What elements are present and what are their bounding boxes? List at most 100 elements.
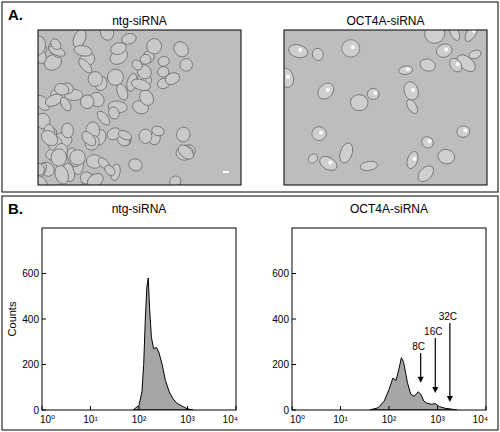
- panel-b-frame: [2, 196, 498, 430]
- cell: [306, 152, 319, 165]
- micrograph-frame: [284, 30, 487, 185]
- x-tick: [437, 406, 438, 410]
- y-tick-label: 600: [22, 268, 39, 279]
- x-tick: [90, 406, 91, 410]
- y-tick: [42, 319, 46, 320]
- cell: [115, 82, 130, 101]
- cell: [287, 42, 309, 59]
- cell: [85, 171, 106, 185]
- image-title: OCT4A-siRNA: [346, 14, 424, 28]
- x-tick-label: 10³: [430, 414, 445, 425]
- y-axis-label: Counts: [6, 301, 18, 336]
- annotation: 8C: [412, 341, 425, 352]
- y-tick-label: 0: [33, 405, 39, 416]
- cell-highlight: [406, 67, 410, 71]
- cell: [139, 129, 152, 144]
- cell: [456, 125, 470, 138]
- cell: [402, 80, 421, 102]
- cell: [176, 127, 191, 143]
- cell-highlight: [444, 48, 448, 52]
- cell: [398, 65, 413, 75]
- panel-label: B.: [8, 200, 23, 217]
- image-title: ntg-siRNA: [112, 14, 167, 28]
- y-tick-label: 0: [283, 405, 289, 416]
- cell: [78, 93, 96, 111]
- x-tick-label: 10⁰: [290, 414, 305, 425]
- cell: [53, 82, 70, 97]
- cell: [168, 174, 182, 185]
- x-tick: [236, 406, 237, 410]
- cell: [360, 160, 379, 172]
- cell: [117, 129, 133, 142]
- cell: [79, 129, 98, 149]
- cell: [49, 37, 63, 52]
- cell: [157, 55, 171, 68]
- plot-area: [370, 358, 457, 410]
- cell: [38, 162, 46, 176]
- cell-highlight: [286, 75, 290, 79]
- scale-bar: [223, 171, 229, 173]
- cell: [107, 105, 121, 120]
- micrograph: [284, 30, 487, 185]
- x-tick-label: 10¹: [83, 414, 98, 425]
- cell: [98, 30, 116, 42]
- cell-highlight: [412, 157, 416, 161]
- x-tick: [486, 406, 487, 410]
- micrograph-bg: [38, 30, 241, 185]
- y-tick-label: 200: [272, 359, 289, 370]
- cell: [38, 34, 48, 57]
- arrow-head: [418, 377, 424, 383]
- annotation: 16C: [424, 326, 442, 337]
- y-tick: [42, 364, 46, 365]
- cell-highlight: [298, 48, 302, 52]
- plot-frame: [42, 228, 236, 410]
- y-tick-label: 400: [22, 314, 39, 325]
- cell: [342, 40, 360, 57]
- x-tick-label: 10²: [132, 414, 147, 425]
- x-tick: [389, 406, 390, 410]
- cell: [420, 30, 449, 47]
- cell: [53, 163, 71, 185]
- cell: [317, 154, 339, 174]
- y-tick: [292, 410, 296, 411]
- y-tick-label: 400: [272, 314, 289, 325]
- cell: [468, 48, 483, 60]
- y-tick: [42, 410, 46, 411]
- chart-title: OCT4A-siRNA: [350, 202, 428, 216]
- cell: [38, 127, 60, 149]
- y-tick: [292, 319, 296, 320]
- histogram: [370, 358, 457, 410]
- annotation: 32C: [439, 311, 457, 322]
- x-tick-label: 10³: [180, 414, 195, 425]
- cell: [127, 157, 144, 174]
- cell: [88, 71, 103, 86]
- cell: [462, 30, 481, 44]
- cell: [61, 123, 74, 139]
- cell: [284, 66, 296, 90]
- cell: [139, 53, 152, 65]
- cell-highlight: [326, 88, 330, 92]
- cell: [156, 65, 170, 78]
- plot-frame: [292, 228, 486, 410]
- x-tick-label: 10²: [382, 414, 397, 425]
- figure: A.ntg-siRNAOCT4A-siRNAB.ntg-siRNACounts0…: [0, 0, 500, 432]
- cell-highlight: [456, 62, 460, 66]
- panel-a-frame: [2, 2, 498, 192]
- chart-title: ntg-siRNA: [112, 202, 167, 216]
- cell: [171, 39, 192, 60]
- x-tick-label: 10⁴: [473, 414, 488, 425]
- cell: [419, 57, 437, 73]
- micrograph-frame: [38, 30, 241, 185]
- cell: [103, 163, 117, 177]
- x-tick: [292, 406, 293, 410]
- cell: [69, 149, 86, 166]
- cell: [366, 87, 380, 100]
- cell: [130, 77, 152, 93]
- cell: [179, 58, 192, 72]
- cell: [120, 32, 137, 46]
- cell-highlight: [427, 139, 431, 143]
- cell: [447, 56, 464, 74]
- cell: [175, 142, 196, 162]
- cell: [337, 141, 355, 164]
- x-tick: [139, 406, 140, 410]
